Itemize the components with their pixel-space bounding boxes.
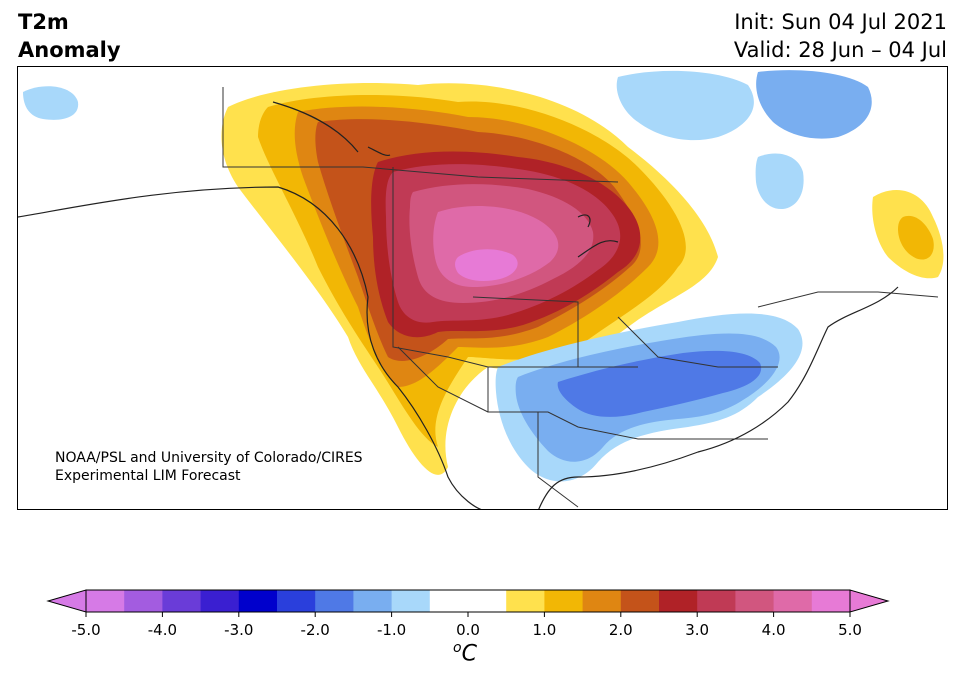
attribution: NOAA/PSL and University of Colorado/CIRE… [55,449,363,485]
colorbar-tick-label: -2.0 [300,621,330,639]
colorbar-segment [620,590,660,612]
warm-anomaly-9 [455,249,518,281]
colorbar-segment [506,590,545,612]
colorbar-segment [315,590,354,612]
colorbar-extend-min [46,589,87,613]
colorbar-segment [544,590,584,612]
colorbar-segment [277,590,316,612]
title-line-1: T2m [18,10,69,34]
colorbar-extend-max [849,589,890,613]
colorbar-segments [86,590,851,612]
colorbar-tick-label: -5.0 [71,621,101,639]
cold-anomaly-alaska [23,86,79,120]
init-date: Init: Sun 04 Jul 2021 [734,10,947,34]
cold-anomaly-arctic-1 [616,70,754,141]
anomaly-map [17,66,948,510]
colorbar-segment [353,590,393,612]
colorbar [46,589,890,617]
colorbar-segment [238,590,278,612]
map-borders [222,87,939,508]
colorbar-segment [811,590,851,612]
colorbar-segment [429,590,469,612]
map-coastline [18,101,899,509]
units-degree: o [453,640,462,656]
colorbar-tick-label: 2.0 [608,621,633,639]
colorbar-segment [582,590,622,612]
colorbar-tick-marks [85,612,851,617]
map-title: T2m Anomaly [18,8,121,64]
colorbar-segment [773,590,813,612]
cold-anomaly-arctic-2 [756,70,872,139]
colorbar-segment [162,590,202,612]
colorbar-segment [697,590,736,612]
colorbar-segment [391,590,431,612]
colorbar-segment [468,590,507,612]
colorbar-tick-label: 0.0 [456,621,480,639]
attribution-line-2: Experimental LIM Forecast [55,468,241,484]
cold-anomaly-hudson [755,153,804,210]
colorbar-tick-label: 3.0 [685,621,710,639]
colorbar-segment [200,590,240,612]
units-label: C [461,641,477,667]
colorbar-units: oC [453,640,477,666]
colorbar-tick-label: -1.0 [376,621,407,639]
forecast-dates: Init: Sun 04 Jul 2021 Valid: 28 Jun – 04… [734,8,947,64]
colorbar-segment [124,590,163,612]
warm-anomaly-east-inner [898,215,934,260]
colorbar-segment [86,590,125,612]
anomaly-map-svg [18,70,944,509]
colorbar-tick-label: 5.0 [838,621,862,639]
cold-anomaly-3 [557,350,762,417]
attribution-line-1: NOAA/PSL and University of Colorado/CIRE… [55,450,363,466]
title-line-2: Anomaly [18,38,121,62]
colorbar-segment [735,590,775,612]
colorbar-tick-label: 4.0 [761,621,786,639]
colorbar-tick-label: -3.0 [224,621,254,639]
colorbar-tick-label: 1.0 [532,621,557,639]
colorbar-tick-label: -4.0 [147,621,178,639]
colorbar-segment [659,590,698,612]
valid-range: Valid: 28 Jun – 04 Jul [733,38,947,62]
